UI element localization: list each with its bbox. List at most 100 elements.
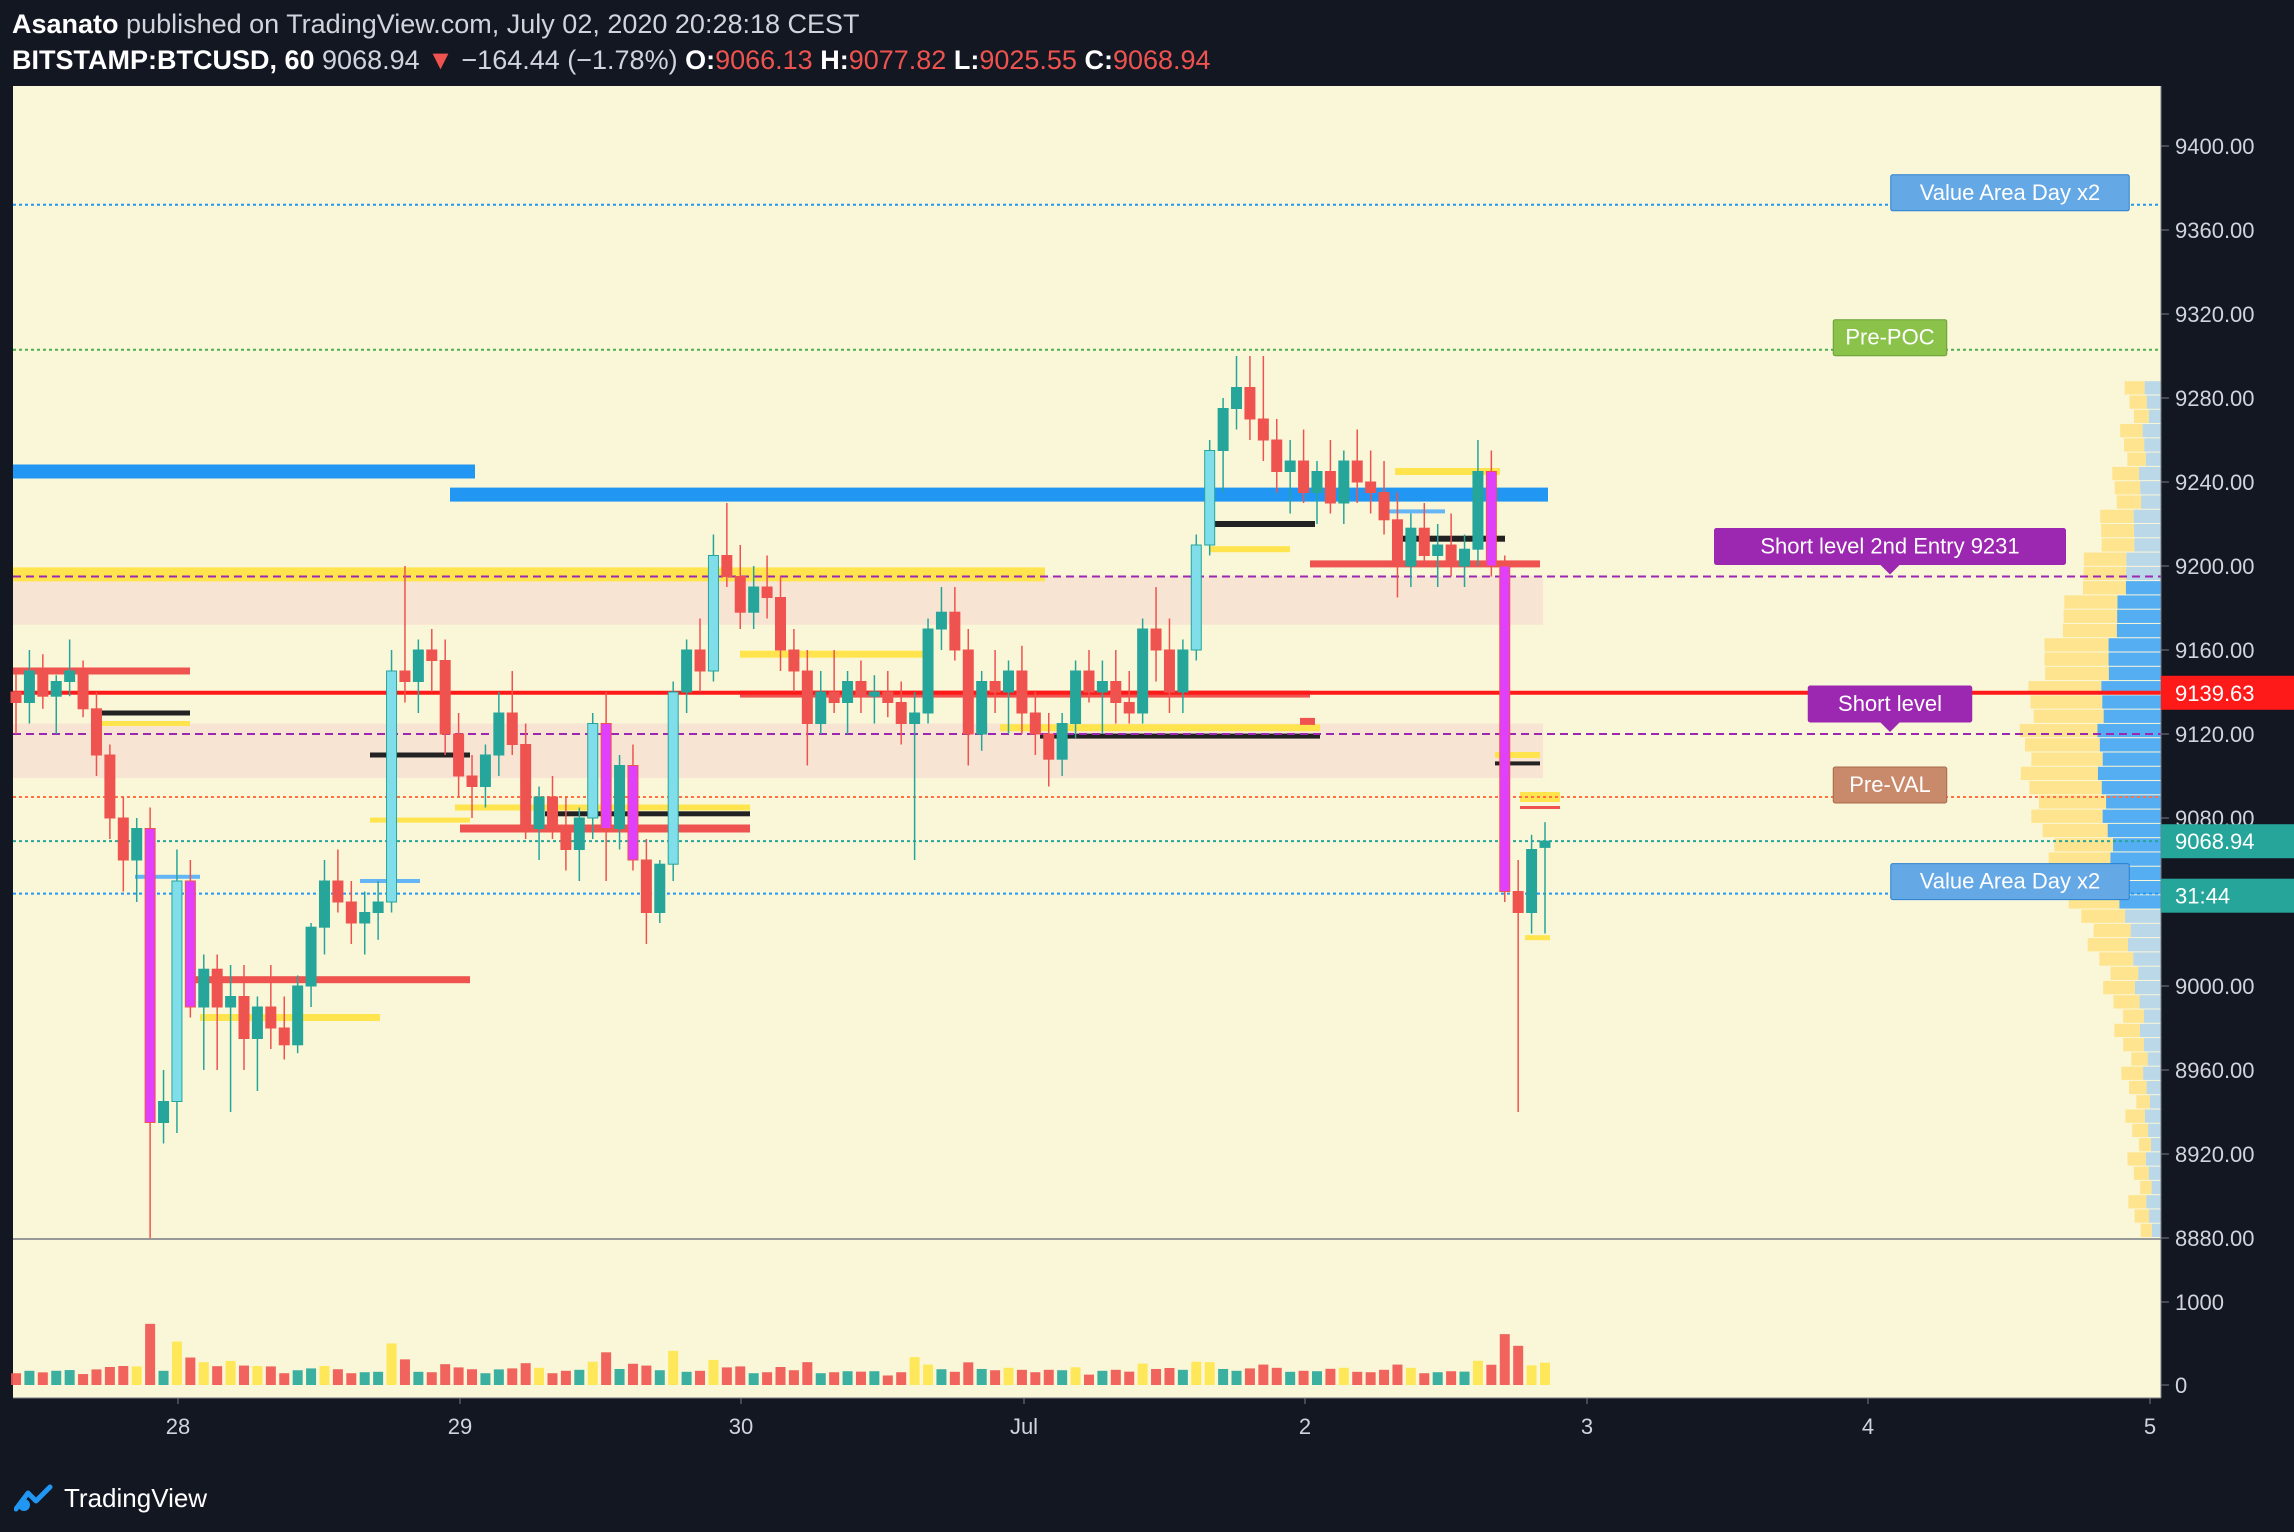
candle-body (1405, 527, 1417, 567)
author-name[interactable]: Asanato (12, 9, 119, 39)
volume-bar (1070, 1367, 1081, 1385)
level-bar (545, 811, 750, 817)
time-tick-label: Jul (1010, 1414, 1038, 1439)
volume-bar (654, 1370, 665, 1385)
volume-bar (1499, 1334, 1510, 1385)
candle-body (1056, 723, 1068, 760)
candle-body (386, 670, 398, 903)
volume-profile-bar (2140, 1180, 2152, 1195)
candle-body (681, 649, 693, 693)
candle-body (131, 828, 143, 861)
candle-body (1499, 565, 1511, 892)
volume-bar (91, 1369, 102, 1385)
candle-body (560, 828, 572, 850)
candle-body (1096, 681, 1108, 693)
volume-profile-bar (2133, 1166, 2149, 1180)
price-badge (2161, 878, 2294, 913)
level-bar (1400, 535, 1505, 542)
volume-bar (279, 1373, 290, 1385)
low-label: L: (953, 45, 980, 75)
candle-body (1526, 849, 1538, 913)
candle-body (1257, 418, 1269, 441)
footer-brand[interactable]: TradingView (14, 1478, 207, 1518)
volume-profile-bar (2097, 766, 2161, 781)
candle-body (412, 649, 424, 682)
price-tick-label: 9160.00 (2175, 638, 2255, 663)
symbol-label[interactable]: BITSTAMP:BTCUSD, 60 (12, 45, 315, 75)
time-tick-label: 3 (1581, 1414, 1593, 1439)
price-tick-label: 9400.00 (2175, 134, 2255, 159)
volume-bar (1164, 1367, 1175, 1385)
candle-body (359, 912, 371, 924)
volume-profile-bar (2140, 481, 2161, 495)
price-tick-label: 9120.00 (2175, 722, 2255, 747)
level-bar (1300, 717, 1315, 725)
volume-bar (547, 1373, 558, 1385)
volume-bar (788, 1370, 799, 1385)
volume-bar (158, 1370, 169, 1385)
volume-profile-bar (2114, 481, 2141, 495)
volume-bar (1405, 1367, 1416, 1385)
volume-bar (882, 1375, 893, 1385)
level-bar (13, 464, 475, 479)
volume-profile-bar (2139, 1023, 2161, 1038)
volume-bar (587, 1361, 598, 1385)
level-bar (1395, 468, 1500, 475)
volume-bar (1258, 1364, 1269, 1385)
candle-body (1003, 670, 1015, 693)
volume-profile-bar (2125, 909, 2161, 923)
volume-bar (560, 1370, 571, 1385)
volume-bar (1097, 1370, 1108, 1385)
publish-info: published on TradingView.com, July 02, 2… (126, 9, 860, 39)
volume-bar (1459, 1371, 1470, 1385)
level-bar (1495, 761, 1540, 766)
time-tick-label: 30 (729, 1414, 753, 1439)
candle-body (1472, 471, 1484, 550)
volume-tick-label: 0 (2175, 1373, 2187, 1398)
volume-profile-bar (2048, 852, 2111, 866)
candle-body (573, 817, 585, 850)
volume-profile-bar (2143, 1009, 2161, 1023)
level-bar (13, 667, 190, 675)
volume-bar (426, 1372, 437, 1385)
volume-bar (11, 1373, 21, 1385)
candle-body (345, 901, 357, 924)
candle-body (77, 670, 89, 710)
volume-profile-bar (2125, 581, 2161, 595)
volume-bar (104, 1366, 115, 1385)
price-tick-label: 8880.00 (2175, 1226, 2255, 1251)
volume-bar (601, 1352, 612, 1385)
candle-body (1190, 544, 1202, 651)
volume-bar (64, 1370, 75, 1385)
volume-bar (1244, 1368, 1255, 1385)
candle-body (64, 670, 76, 682)
level-bar (190, 976, 470, 984)
candle-body (1217, 408, 1229, 451)
candle-body (654, 863, 666, 914)
volume-bar (869, 1371, 880, 1385)
volume-bar (212, 1366, 223, 1385)
candle-body (707, 555, 719, 672)
volume-profile-bar (2144, 1109, 2161, 1123)
volume-bar (1311, 1371, 1322, 1385)
volume-bar (627, 1363, 638, 1385)
short-level-2nd-label: Short level 2nd Entry 9231 (1760, 534, 2019, 559)
pre-val-label: Pre-VAL (1849, 772, 1931, 797)
support-zone (13, 723, 1543, 779)
candle-body (587, 723, 599, 819)
volume-profile-bar (2141, 495, 2161, 509)
volume-profile-bar (2103, 709, 2161, 723)
volume-profile-bar (2142, 424, 2161, 438)
volume-profile-bar (2093, 923, 2131, 938)
volume-bar (507, 1368, 518, 1385)
volume-profile-bar (2099, 952, 2134, 966)
volume-bar (131, 1366, 142, 1385)
volume-bar (1325, 1368, 1336, 1385)
volume-bar (708, 1359, 719, 1385)
volume-bar (641, 1365, 652, 1385)
level-bar (1000, 724, 1320, 732)
level-bar (1525, 935, 1550, 941)
candle-body (734, 576, 746, 613)
volume-profile-bar (2042, 823, 2108, 838)
